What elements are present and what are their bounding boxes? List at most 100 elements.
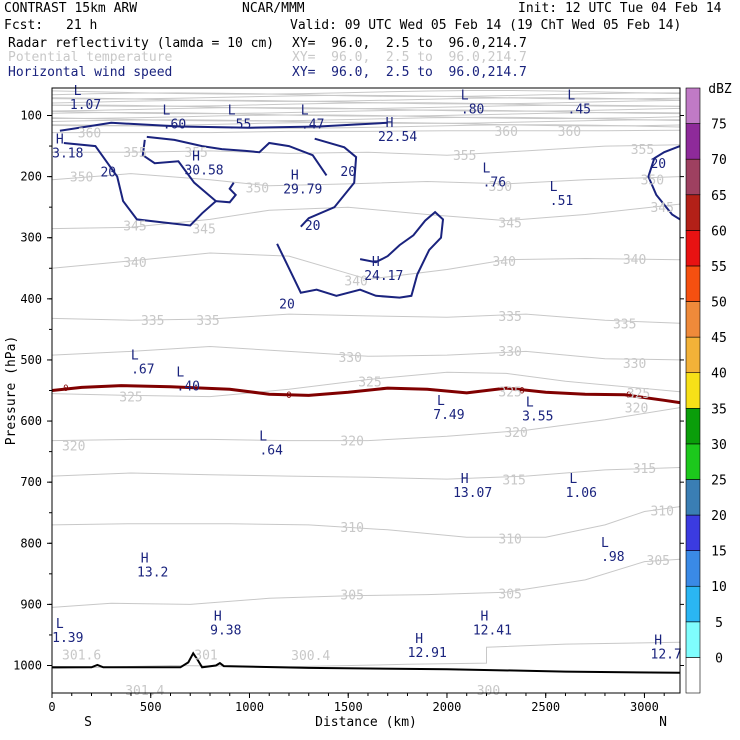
theta-label: 310 xyxy=(340,521,363,536)
theta-line-7 xyxy=(52,313,680,324)
wind-extremum-value: 30.58 xyxy=(184,163,223,178)
wind-extremum-type: H xyxy=(291,168,299,183)
theta-label: 355 xyxy=(123,146,146,161)
colorbar-swatch xyxy=(685,194,701,231)
field-3-xy: XY= 96.0, 2.5 to 96.0,214.7 xyxy=(292,65,527,80)
theta-upper-line xyxy=(52,107,680,112)
wind-extremum-value: .60 xyxy=(163,118,186,133)
contour-labels: 360 360 360 355 355 355 355 350 350 350 350 345 345 3… xyxy=(52,84,682,699)
wind-extremum-type: H xyxy=(141,552,149,567)
colorbar-level-label: 60 xyxy=(711,224,727,239)
x-tick-label: 1500 xyxy=(334,700,363,714)
wind-extremum-type: L xyxy=(461,88,469,103)
wind-contour-label: 20 xyxy=(100,166,116,181)
wind-extremum-type: H xyxy=(56,132,64,147)
x-tick-label: 1000 xyxy=(235,700,264,714)
field-1-xy: XY= 96.0, 2.5 to 96.0,214.7 xyxy=(292,36,527,51)
theta-line-0 xyxy=(52,641,680,670)
y-tick-label: 1000 xyxy=(13,659,42,673)
wind-extremum-type: H xyxy=(386,116,394,131)
wind-extremum-type: L xyxy=(163,104,171,119)
org-label: NCAR/MMM xyxy=(242,1,305,16)
wind-extremum-type: L xyxy=(569,472,577,487)
wind-extremum-value: 12.91 xyxy=(408,646,447,661)
theta-label: 345 xyxy=(650,201,673,216)
theta-label: 300 xyxy=(477,684,500,699)
theta-label: 355 xyxy=(184,146,207,161)
theta-upper-line xyxy=(52,109,680,115)
colorbar-swatch xyxy=(685,479,701,516)
wind-extremum-value: .76 xyxy=(483,176,506,191)
theta-line-10 xyxy=(52,173,680,187)
field-1-name: Radar reflectivity (lamda = 10 cm) xyxy=(8,36,275,51)
colorbar-swatch xyxy=(685,407,701,445)
wind-extremum-value: .67 xyxy=(131,363,154,378)
field-2-name: Potential temperature xyxy=(8,50,173,65)
y-tick-label: 500 xyxy=(20,353,42,367)
wind-contour-label: 20 xyxy=(279,298,295,313)
wind-extremum-type: H xyxy=(461,472,469,487)
wind-extremum-type: H xyxy=(214,610,222,625)
reflectivity-contour-label: 0 xyxy=(286,391,291,401)
wind-extremum-type: H xyxy=(480,610,488,625)
wind-contour-label: 20 xyxy=(650,157,666,172)
colorbar-level-label: 70 xyxy=(711,153,727,168)
wind-20-line-4 xyxy=(300,137,358,228)
wind-extremum-value: 12.7 xyxy=(651,647,682,662)
x-tick-label: 0 xyxy=(48,700,55,714)
wind-extremum-type: L xyxy=(567,88,575,103)
theta-label: 301 xyxy=(194,649,217,664)
colorbar-swatch xyxy=(685,265,701,302)
terrain-profile xyxy=(52,651,680,674)
wind-contour-label: 20 xyxy=(340,165,356,180)
wind-extremum-value: 24.17 xyxy=(364,269,403,284)
wind-extremum-value: 9.38 xyxy=(210,624,241,639)
wind-extremum-type: L xyxy=(482,162,490,177)
theta-label: 330 xyxy=(498,345,521,360)
theta-label: 305 xyxy=(647,554,670,569)
theta-label: 325 xyxy=(358,375,381,390)
theta-label: 305 xyxy=(498,587,521,602)
theta-label: 325 xyxy=(119,391,142,406)
x-tick-label: 3000 xyxy=(630,700,659,714)
colorbar-swatch xyxy=(685,123,701,160)
forecast-hour: 21 h xyxy=(66,18,98,33)
colorbar-level-label: 45 xyxy=(711,331,727,346)
x-axis-label: Distance (km) xyxy=(315,715,417,730)
theta-upper-line xyxy=(52,94,680,100)
theta-line-8 xyxy=(52,252,680,280)
theta-line-5 xyxy=(52,371,680,398)
theta-line-2 xyxy=(52,506,680,538)
theta-upper-line xyxy=(52,97,680,102)
wind-extremum-type: L xyxy=(550,180,558,195)
colorbar-swatch xyxy=(685,585,701,623)
colorbar-swatch xyxy=(685,87,701,124)
wind-extremum-type: L xyxy=(259,429,267,444)
reflectivity-contour-label: 0 xyxy=(519,387,524,397)
x-tick-label: 500 xyxy=(140,700,162,714)
theta-label: 350 xyxy=(246,182,269,197)
wind-extremum-value: 22.54 xyxy=(378,130,417,145)
theta-label: 301.4 xyxy=(125,684,164,699)
forecast-label: Fcst: xyxy=(4,18,44,33)
colorbar-swatch xyxy=(685,657,701,694)
theta-label: 360 xyxy=(494,125,517,140)
potential-temperature-contours xyxy=(52,90,680,670)
wind-extremum-type: L xyxy=(56,617,64,632)
theta-label: 335 xyxy=(613,317,636,332)
colorbar-level-label: 55 xyxy=(711,260,727,275)
y-tick-label: 400 xyxy=(20,292,42,306)
wind-extremum-value: 3.55 xyxy=(522,410,553,425)
theta-label: 345 xyxy=(123,220,146,235)
colorbar-swatch xyxy=(685,158,701,196)
wind-extremum-value: 13.2 xyxy=(137,566,168,581)
init-time: Init: 12 UTC Tue 04 Feb 14 xyxy=(518,1,722,16)
wind-extremum-value: 1.39 xyxy=(52,631,83,646)
wind-extremum-type: L xyxy=(228,104,236,119)
theta-upper-line xyxy=(52,92,680,98)
colorbar-swatch xyxy=(685,372,701,409)
wind-20-line-3 xyxy=(141,139,217,202)
colorbar-swatch xyxy=(685,336,701,374)
wind-20-line-5 xyxy=(276,210,445,299)
theta-label: 310 xyxy=(650,504,673,519)
